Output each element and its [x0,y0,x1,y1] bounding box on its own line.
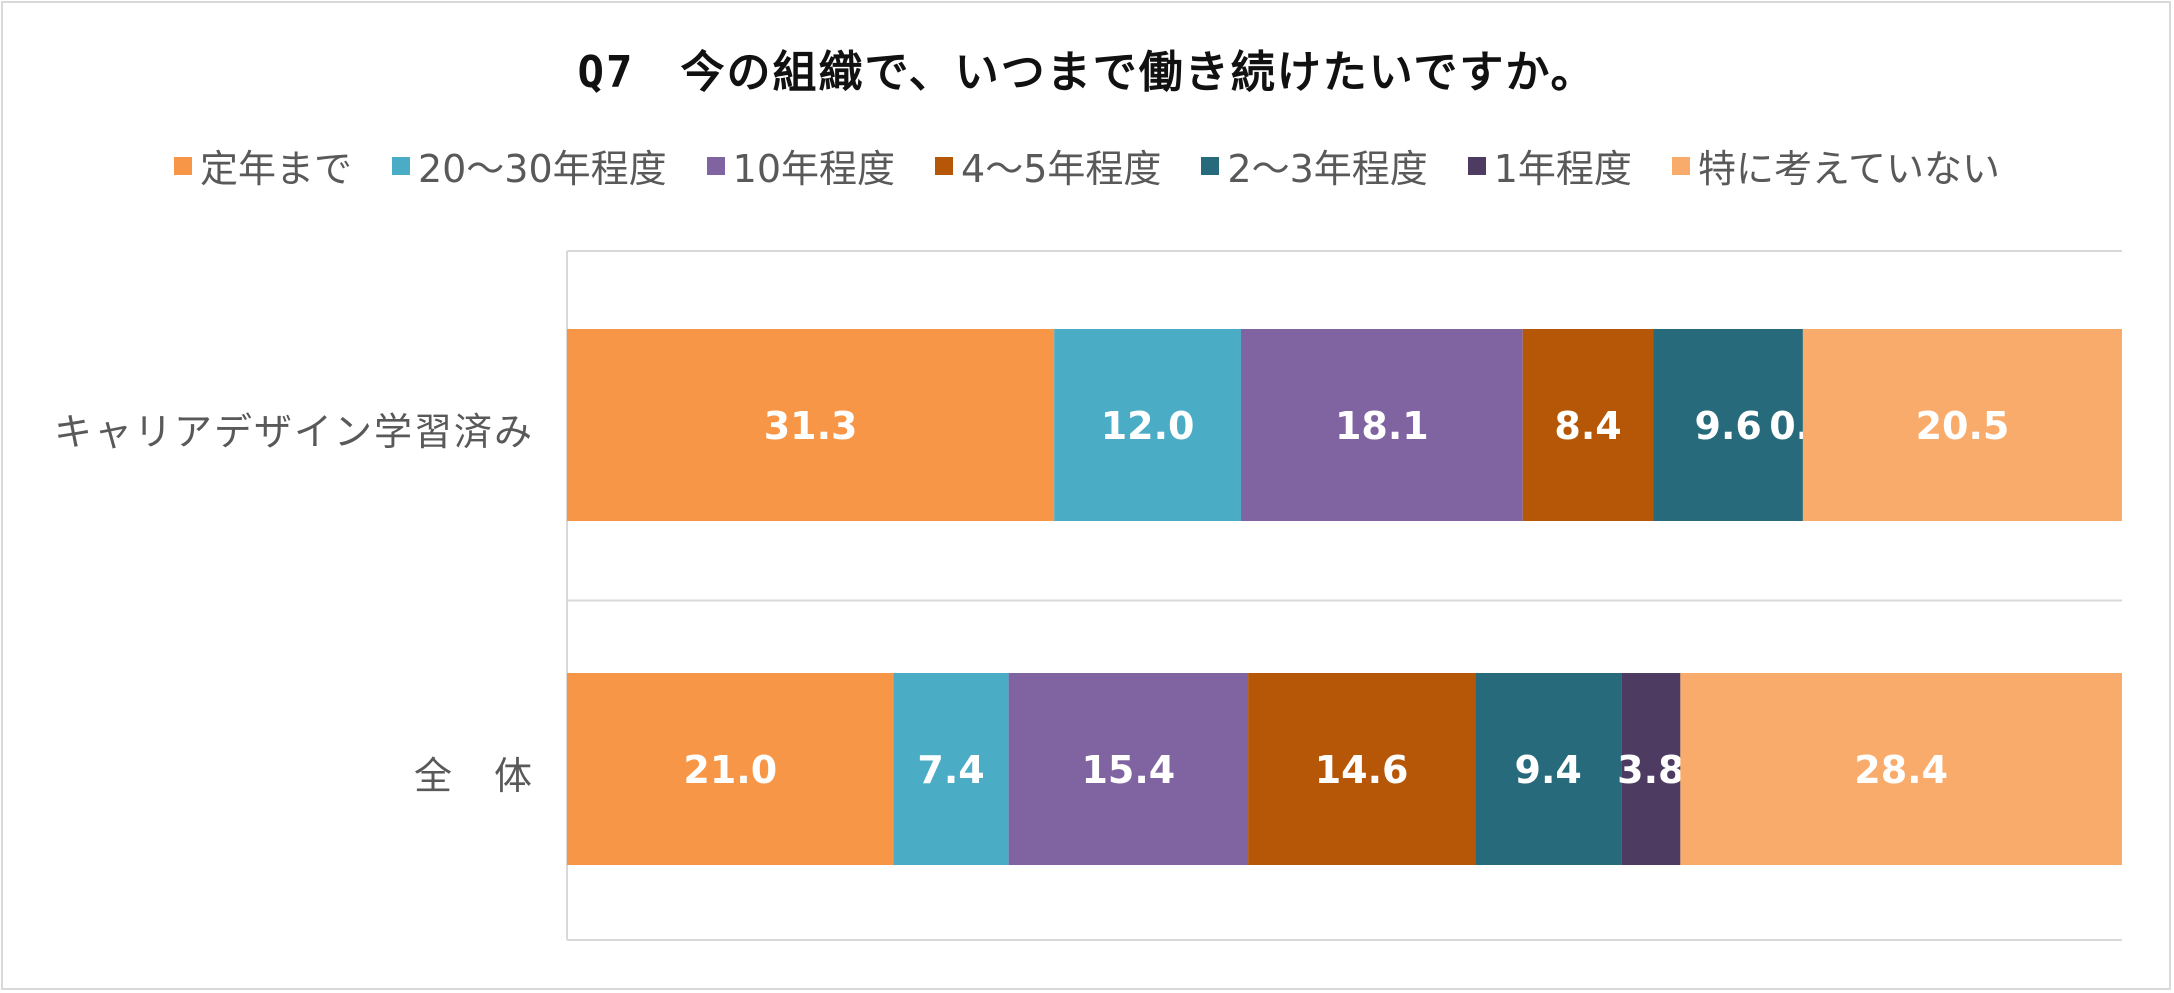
legend-label: 2～3年程度 [1227,147,1428,191]
data-label: 15.4 [1081,748,1175,792]
data-label: 12.0 [1101,404,1195,448]
data-label: 21.0 [683,748,777,792]
data-label: 31.3 [764,404,858,448]
legend-swatch [1201,156,1220,175]
legend-label: 1年程度 [1493,147,1632,191]
chart-title: Q7 今の組織で、いつまで働き続けたいですか。 [577,47,1597,98]
bar-segment [1054,329,1241,521]
data-label: 3.8 [1617,748,1684,792]
category-label: キャリアデザイン学習済み [53,410,534,454]
legend-swatch [706,156,725,175]
data-label: 28.4 [1854,748,1948,792]
bar-segment [1522,329,1654,521]
data-label: 20.5 [1916,404,2010,448]
data-label: 18.1 [1335,404,1429,448]
bar-segment [1475,673,1622,865]
legend-label: 20～30年程度 [417,147,667,191]
category-label: 全 体 [413,754,534,798]
bar-segment [1248,673,1476,865]
legend-swatch [391,156,410,175]
bar-segment [567,673,894,865]
legend-item: 特に考えていない [1671,138,2001,193]
legend-swatch [173,156,192,175]
legend-item: 4～5年程度 [935,138,1161,193]
bar-segment [893,673,1009,865]
bar-segment [1621,673,1681,865]
legend-label: 4～5年程度 [961,147,1162,191]
legend-item: 20～30年程度 [391,138,667,193]
bar-segment [1680,673,2122,865]
chart-legend: 定年まで 20～30年程度 10年程度 4～5年程度 2～3年程度 1年程度 特に考えていな… [0,138,2174,193]
legend-label: 10年程度 [732,147,896,191]
data-label: 7.4 [917,748,984,792]
legend-item: 10年程度 [706,138,896,193]
bar-segment [1008,673,1249,865]
legend-swatch [935,156,954,175]
data-label: 9.6 [1695,404,1762,448]
legend-label: 特に考えていない [1697,147,2001,191]
bar-segment [1802,329,2122,521]
bar-segment [1240,329,1523,521]
data-label: 14.6 [1315,748,1409,792]
legend-label: 定年まで [199,147,352,191]
legend-item: 1年程度 [1467,138,1632,193]
data-label: 8.4 [1554,404,1621,448]
bar-segment [1653,329,1803,521]
data-label: 9.4 [1515,748,1582,792]
legend-swatch [1671,156,1690,175]
bar-segment [567,329,1055,521]
legend-swatch [1467,156,1486,175]
legend-item: 定年まで [173,138,352,193]
legend-item: 2～3年程度 [1201,138,1428,193]
